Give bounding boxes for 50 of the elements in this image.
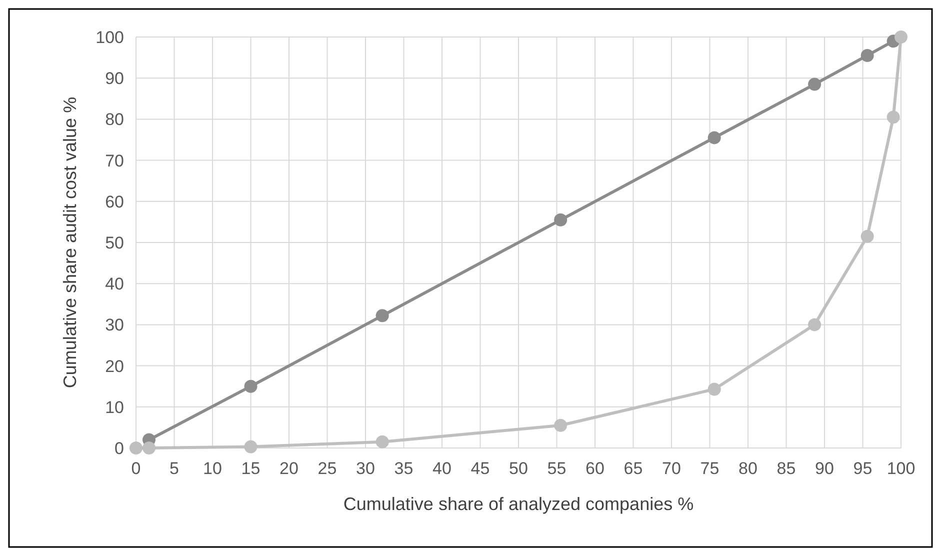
point bbox=[860, 48, 874, 62]
x-tick-label: 0 bbox=[131, 459, 141, 478]
x-tick-label: 100 bbox=[886, 459, 916, 478]
y-tick-label: 60 bbox=[105, 192, 124, 212]
point bbox=[376, 435, 389, 448]
point bbox=[142, 442, 156, 454]
x-axis-title: Cumulative share of analyzed companies % bbox=[343, 494, 694, 514]
point bbox=[886, 110, 900, 124]
y-axis-title: Cumulative share audit cost value % bbox=[60, 96, 80, 388]
point bbox=[376, 309, 389, 322]
x-tick-label: 20 bbox=[280, 459, 298, 478]
point bbox=[708, 131, 721, 144]
point bbox=[894, 30, 908, 44]
x-tick-label: 90 bbox=[815, 459, 834, 478]
y-tick-label: 100 bbox=[96, 28, 124, 47]
point bbox=[708, 382, 721, 396]
x-tick-label: 40 bbox=[432, 459, 452, 478]
x-tick-label: 95 bbox=[853, 459, 872, 478]
x-tick-label: 75 bbox=[700, 459, 720, 478]
x-tick-label: 55 bbox=[547, 459, 566, 478]
x-tick-label: 50 bbox=[509, 459, 528, 478]
point bbox=[808, 78, 822, 91]
point bbox=[554, 213, 568, 226]
x-tick-label: 70 bbox=[662, 459, 681, 478]
point bbox=[860, 230, 874, 243]
y-tick-label: 40 bbox=[105, 274, 124, 294]
point bbox=[244, 380, 258, 393]
x-tick-label: 15 bbox=[241, 459, 260, 478]
x-tick-label: 65 bbox=[624, 459, 643, 478]
x-tick-label: 35 bbox=[394, 459, 414, 478]
y-tick-label: 30 bbox=[105, 316, 124, 335]
y-tick-label: 70 bbox=[105, 151, 124, 170]
x-tick-label: 10 bbox=[203, 459, 222, 478]
x-tick-label: 30 bbox=[356, 459, 375, 478]
point bbox=[244, 440, 258, 454]
y-tick-label: 10 bbox=[105, 398, 124, 417]
y-tick-label: 0 bbox=[114, 439, 124, 458]
y-tick-label: 50 bbox=[105, 234, 124, 252]
x-tick-label: 85 bbox=[776, 459, 796, 478]
x-tick-label: 5 bbox=[170, 459, 179, 478]
x-tick-label: 25 bbox=[318, 459, 337, 478]
point bbox=[554, 418, 568, 432]
y-tick-label: 20 bbox=[105, 356, 124, 376]
x-tick-label: 45 bbox=[470, 459, 490, 478]
y-tick-label: 80 bbox=[105, 110, 124, 130]
x-tick-label: 80 bbox=[738, 459, 758, 478]
point bbox=[808, 318, 822, 332]
y-tick-label: 90 bbox=[105, 69, 124, 88]
point bbox=[130, 442, 142, 454]
x-tick-label: 60 bbox=[586, 459, 604, 478]
